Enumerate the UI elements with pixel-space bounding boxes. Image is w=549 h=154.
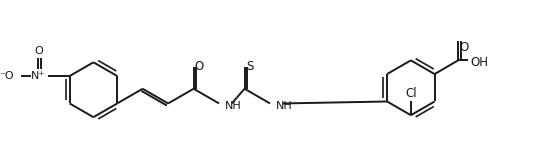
Text: O: O [195,60,204,73]
Text: O: O [460,41,469,54]
Text: NH: NH [276,101,293,111]
Text: N⁺: N⁺ [31,71,46,81]
Text: S: S [247,60,254,73]
Text: O: O [34,46,43,56]
Text: ⁻O: ⁻O [0,71,14,81]
Text: OH: OH [471,56,489,69]
Text: Cl: Cl [405,87,417,100]
Text: NH: NH [225,101,242,111]
